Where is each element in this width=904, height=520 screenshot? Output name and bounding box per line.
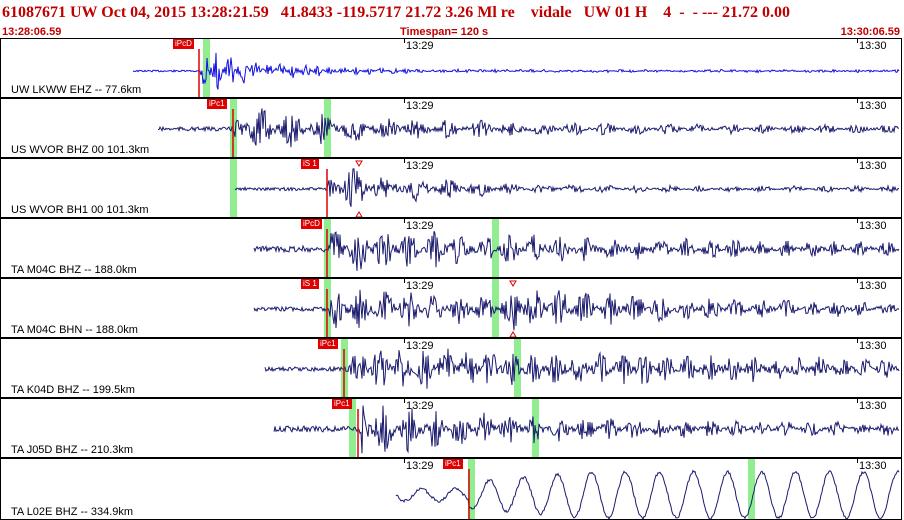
channel-label: TA M04C BHN -- 188.0km: [11, 324, 138, 336]
time-tick-mark: [857, 39, 858, 43]
trace-plot: [395, 459, 900, 519]
waveform-trace: [253, 231, 900, 271]
trace-panel[interactable]: iPc1 13:29 13:30 US WVOR BHZ 00 101.3km: [0, 98, 902, 158]
channel-label: US WVOR BHZ 00 101.3km: [11, 144, 150, 156]
trace-panel[interactable]: iPc1 13:29 13:30 TA L02E BHZ -- 334.9km: [0, 458, 902, 520]
pick-window-marker: [748, 459, 755, 519]
time-tick-mark: [404, 159, 405, 163]
timespan-label: Timespan= 120 s: [400, 26, 489, 38]
channel-label: TA J05D BHZ -- 210.3km: [11, 444, 134, 456]
pick-window-marker: [230, 159, 237, 217]
time-tick-mark: [404, 219, 405, 223]
time-tick-mark: [857, 459, 858, 463]
trace-plot: [132, 39, 900, 97]
time-tick-label: 13:30: [859, 460, 887, 472]
trace-plot: [253, 219, 900, 277]
pick-label[interactable]: iPc1: [332, 399, 352, 409]
channel-label: US WVOR BH1 00 101.3km: [11, 204, 149, 216]
channel-label: UW LKWW EHZ -- 77.6km: [11, 84, 142, 96]
channel-label: TA L02E BHZ -- 334.9km: [11, 506, 134, 518]
pick-label[interactable]: iPc1: [207, 99, 227, 109]
event-header: 61087671 UW Oct 04, 2015 13:28:21.59 41.…: [0, 0, 904, 40]
waveform-trace: [157, 108, 900, 148]
time-tick-mark: [857, 279, 858, 283]
waveform-trace: [273, 405, 900, 454]
time-tick-mark: [404, 459, 405, 463]
time-tick-mark: [857, 399, 858, 403]
trace-plot: [273, 399, 900, 457]
time-tick-label: 13:30: [859, 220, 887, 232]
time-tick-label: 13:29: [406, 460, 434, 472]
trace-panel[interactable]: iPcD 13:29 13:30 UW LKWW EHZ -- 77.6km: [0, 38, 902, 98]
trace-panel[interactable]: iPc1 13:29 13:30 TA J05D BHZ -- 210.3km: [0, 398, 902, 458]
start-time-label: 13:28:06.59: [2, 26, 62, 38]
pick-label[interactable]: iS 1: [301, 279, 319, 289]
trace-plot: [253, 279, 900, 337]
pick-marker-icon: [355, 160, 363, 167]
trace-plot: [157, 99, 900, 157]
pick-window-marker: [514, 339, 521, 397]
waveform-trace: [264, 348, 900, 389]
time-tick-label: 13:30: [859, 100, 887, 112]
waveform-trace: [132, 52, 900, 90]
trace-plot: [230, 159, 900, 217]
seismogram-panels[interactable]: iPcD 13:29 13:30 UW LKWW EHZ -- 77.6km iPc1 1…: [0, 38, 904, 520]
time-tick-label: 13:30: [859, 340, 887, 352]
pick-marker-icon: [509, 331, 517, 337]
time-tick-mark: [404, 39, 405, 43]
channel-label: TA K04D BHZ -- 199.5km: [11, 384, 135, 396]
time-tick-label: 13:29: [406, 280, 434, 292]
waveform-trace: [253, 289, 900, 331]
channel-label: TA M04C BHZ -- 188.0km: [11, 264, 137, 276]
time-tick-mark: [857, 339, 858, 343]
time-tick-label: 13:30: [859, 40, 887, 52]
pick-label[interactable]: iPc1: [443, 459, 463, 469]
trace-panel[interactable]: iS 1 13:29 13:30 TA M04C BHN -- 188.0km: [0, 278, 902, 338]
event-title: 61087671 UW Oct 04, 2015 13:28:21.59 41.…: [2, 4, 790, 21]
time-tick-mark: [404, 279, 405, 283]
trace-panel[interactable]: iPc1 13:29 13:30 TA K04D BHZ -- 199.5km: [0, 338, 902, 398]
time-tick-mark: [404, 399, 405, 403]
pick-label[interactable]: iPc1: [318, 339, 338, 349]
pick-marker-icon: [509, 280, 517, 287]
time-tick-mark: [857, 99, 858, 103]
pick-window-marker: [349, 399, 356, 457]
time-tick-label: 13:30: [859, 400, 887, 412]
pick-window-marker: [468, 459, 475, 519]
pick-label[interactable]: iS 1: [301, 159, 319, 169]
pick-window-marker: [492, 219, 499, 277]
trace-plot: [264, 339, 900, 397]
time-tick-label: 13:29: [406, 40, 434, 52]
time-tick-mark: [404, 339, 405, 343]
time-tick-label: 13:29: [406, 340, 434, 352]
trace-panel[interactable]: iPcD 13:29 13:30 TA M04C BHZ -- 188.0km: [0, 218, 902, 278]
time-tick-label: 13:29: [406, 400, 434, 412]
time-tick-label: 13:30: [859, 280, 887, 292]
waveform-trace: [234, 168, 900, 207]
time-tick-mark: [857, 219, 858, 223]
pick-label[interactable]: iPcD: [301, 219, 322, 229]
pick-marker-icon: [355, 211, 363, 217]
waveform-trace: [395, 469, 900, 519]
time-tick-mark: [404, 99, 405, 103]
pick-label[interactable]: iPcD: [173, 39, 194, 49]
end-time-label: 13:30:06.59: [840, 26, 900, 38]
time-tick-label: 13:29: [406, 160, 434, 172]
time-tick-label: 13:30: [859, 160, 887, 172]
time-tick-label: 13:29: [406, 220, 434, 232]
time-tick-label: 13:29: [406, 100, 434, 112]
trace-panel[interactable]: iS 1 13:29 13:30 US WVOR BH1 00 101.3km: [0, 158, 902, 218]
time-tick-mark: [857, 159, 858, 163]
